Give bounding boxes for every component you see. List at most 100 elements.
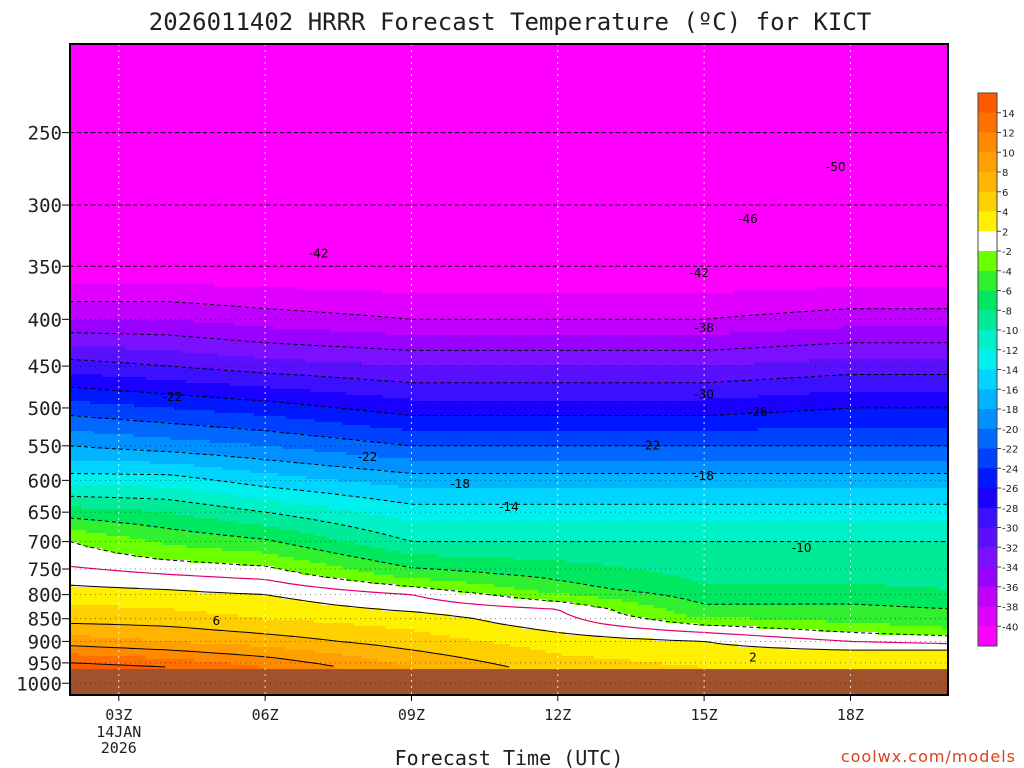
x-tick-label: 03Z	[105, 706, 132, 724]
contour-label: -50	[826, 160, 846, 174]
colorbar-swatch	[978, 310, 997, 331]
colorbar-label: 12	[1002, 129, 1015, 140]
colorbar-label: -34	[1002, 563, 1018, 574]
colorbar-label: -24	[1002, 464, 1018, 475]
colorbar-swatch	[978, 586, 997, 607]
colorbar-label: -30	[1002, 524, 1018, 535]
y-tick-label: 850	[28, 609, 62, 631]
colorbar-label: -16	[1002, 385, 1018, 396]
colorbar-swatch	[978, 231, 997, 252]
y-tick-label: 600	[28, 470, 62, 492]
colorbar-swatch	[978, 270, 997, 291]
colorbar-label: -10	[1002, 326, 1018, 337]
x-tick-label: 09Z	[398, 706, 425, 724]
colorbar-swatch	[978, 349, 997, 370]
colorbar-label: -14	[1002, 366, 1018, 377]
colorbar-label: -26	[1002, 484, 1018, 495]
plot-area: -50 -46 -42 -42 -38 -30 -26 -22 -22 -22 -18 -18 -14 -…	[69, 43, 949, 696]
colorbar-label: 6	[1002, 188, 1008, 199]
date-label: 14JAN	[96, 723, 141, 741]
y-tick-label: 400	[28, 309, 62, 331]
contour-label: -10	[792, 541, 812, 555]
x-tick-label: 18Z	[837, 706, 864, 724]
isotherm-6	[70, 622, 510, 668]
colorbar-swatch	[978, 389, 997, 410]
contour-label: -46	[738, 212, 758, 226]
colorbar-swatch	[978, 191, 997, 212]
colorbar-swatch	[978, 330, 997, 351]
colorbar-swatch	[978, 626, 997, 647]
colorbar-label: -38	[1002, 603, 1018, 614]
contour-label: -18	[450, 477, 470, 491]
x-tick-label: 06Z	[252, 706, 279, 724]
colorbar-swatch	[978, 448, 997, 469]
isotherm-14	[70, 662, 166, 668]
x-tick-label: 12Z	[544, 706, 571, 724]
colorbar-label: -4	[1002, 267, 1012, 278]
colorbar-label: -20	[1002, 425, 1018, 436]
colorbar-label: 2	[1002, 227, 1008, 238]
colorbar-label: 10	[1002, 148, 1015, 159]
contour-label: -14	[499, 500, 519, 514]
contour-label: -18	[694, 469, 714, 483]
colorbar-label: 8	[1002, 168, 1008, 179]
y-tick-label: 500	[28, 398, 62, 420]
isotherm-2	[70, 584, 948, 651]
contour-label: -38	[694, 321, 714, 335]
y-tick-label: 450	[28, 356, 62, 378]
y-tick-label: 900	[28, 631, 62, 653]
isotherm-10	[70, 645, 334, 667]
credit-link[interactable]: coolwx.com/models	[840, 747, 1016, 766]
colorbar-swatch	[978, 251, 997, 272]
colorbar-swatch	[978, 567, 997, 588]
isotherm--2	[70, 541, 948, 637]
plot-frame	[69, 43, 949, 696]
contour-label: -22	[358, 450, 378, 464]
colorbar-label: -40	[1002, 622, 1018, 633]
isotherm-0	[70, 565, 948, 645]
colorbar-swatch	[978, 488, 997, 509]
colorbar-swatch	[978, 468, 997, 489]
y-tick-label: 550	[28, 436, 62, 458]
date-label: 2026	[101, 739, 137, 757]
colorbar-label: -32	[1002, 543, 1018, 554]
contour-label: -22	[641, 438, 661, 452]
colorbar-label: -12	[1002, 346, 1018, 357]
isotherm--10	[70, 495, 948, 543]
colorbar-label: 14	[1002, 109, 1015, 120]
colorbar-legend: 14 12 10 8 6 4 2 -2 -4 -6 -8 -10 -12 -14 -16 -18 -20 -22 -…	[977, 92, 1018, 647]
y-tick-label: 650	[28, 502, 62, 524]
colorbar-swatch	[978, 428, 997, 449]
colorbar-swatch	[978, 409, 997, 430]
x-tick-label: 15Z	[691, 706, 718, 724]
colorbar-swatch	[978, 507, 997, 528]
contour-label: -22	[163, 390, 183, 404]
colorbar-swatch	[978, 369, 997, 390]
y-tick-label: 750	[28, 559, 62, 581]
colorbar-label: -22	[1002, 445, 1018, 456]
colorbar-swatch	[978, 93, 997, 114]
y-tick-label: 300	[28, 195, 62, 217]
colorbar-swatch	[978, 290, 997, 311]
x-axis-label: Forecast Time (UTC)	[395, 746, 624, 768]
colorbar-swatch	[978, 211, 997, 232]
y-tick-label: 250	[28, 123, 62, 145]
y-tick-label: 1000	[16, 673, 62, 695]
y-axis: 2503003504004505005506006507007508008509…	[16, 123, 70, 695]
ground	[70, 669, 948, 695]
colorbar-label: -18	[1002, 405, 1018, 416]
colorbar-swatch	[978, 606, 997, 627]
y-tick-label: 700	[28, 532, 62, 554]
colorbar-swatch	[978, 112, 997, 133]
temperature-field: -50 -46 -42 -42 -38 -30 -26 -22 -22 -22 -18 -18 -14 -…	[70, 44, 948, 695]
contour-label: -42	[309, 246, 329, 260]
colorbar-swatch	[978, 132, 997, 153]
colorbar-label: -6	[1002, 287, 1012, 298]
contour-label: -26	[748, 405, 768, 419]
colorbar-label: -8	[1002, 306, 1012, 317]
y-tick-label: 950	[28, 653, 62, 675]
colorbar-swatch	[978, 527, 997, 548]
colorbar-label: -2	[1002, 247, 1012, 258]
